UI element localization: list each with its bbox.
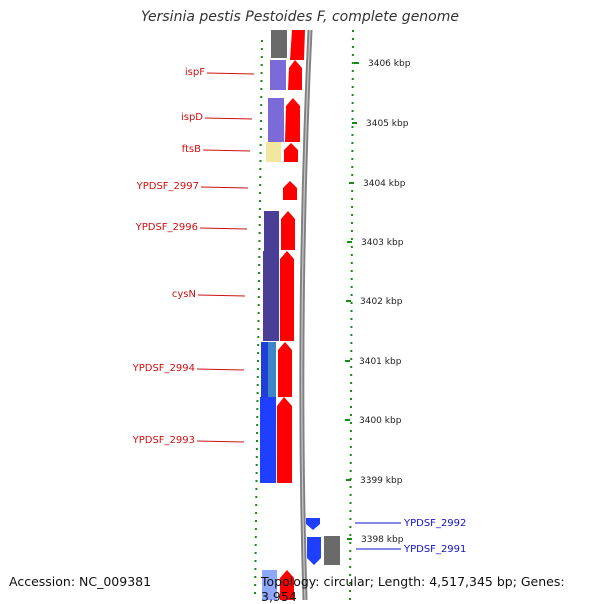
gene-block[interactable] xyxy=(263,251,279,341)
cds-arrow[interactable] xyxy=(288,60,302,90)
gene-label[interactable]: YPDSF_2994 xyxy=(132,363,195,374)
kbp-scale: 3406 kbp 3405 kbp 3404 kbp 3403 kbp 3402 kbp… xyxy=(345,59,411,545)
plus-strand-track xyxy=(306,518,340,565)
gene-block[interactable] xyxy=(266,142,281,162)
gene-leader-line xyxy=(196,440,245,443)
gene-label[interactable]: cysN xyxy=(172,289,196,300)
gene-leader-line xyxy=(197,294,246,297)
scale-tick-ring xyxy=(349,29,354,600)
cds-arrow[interactable] xyxy=(277,397,292,483)
gene-label[interactable]: YPDSF_2991 xyxy=(403,544,466,555)
scale-label: 3403 kbp xyxy=(361,238,404,248)
gene-arrow[interactable] xyxy=(307,537,321,565)
cds-arrow[interactable] xyxy=(281,211,295,250)
outer-tick-ring xyxy=(254,39,263,600)
gene-label[interactable]: ispF xyxy=(185,67,205,78)
gene-labels: ispF ispD ftsB YPDSF_2997 YPDSF_2996 cysN YPDS… xyxy=(132,67,467,555)
gene-block[interactable] xyxy=(324,536,340,565)
gene-leader-line xyxy=(202,149,251,152)
scale-label: 3405 kbp xyxy=(366,119,409,129)
cds-arrow[interactable] xyxy=(285,98,300,142)
gene-block[interactable] xyxy=(262,570,277,600)
map-title: Yersinia pestis Pestoides F, complete ge… xyxy=(141,9,459,25)
gene-block[interactable] xyxy=(268,342,276,397)
gene-block[interactable] xyxy=(261,342,269,397)
gene-leader-line xyxy=(199,227,248,230)
gene-label[interactable]: YPDSF_2997 xyxy=(136,181,199,192)
cds-arrow[interactable] xyxy=(278,342,292,397)
gene-label[interactable]: YPDSF_2992 xyxy=(403,518,466,529)
cds-arrow[interactable] xyxy=(290,30,305,60)
gene-label[interactable]: ftsB xyxy=(182,144,201,155)
gene-block[interactable] xyxy=(260,397,276,483)
minus-strand-track xyxy=(260,30,287,600)
scale-label: 3399 kbp xyxy=(360,476,403,486)
gene-block[interactable] xyxy=(270,60,286,90)
gene-leader-line xyxy=(196,368,245,371)
scale-label: 3400 kbp xyxy=(359,416,402,426)
scale-label: 3406 kbp xyxy=(368,59,411,69)
gene-block[interactable] xyxy=(271,30,287,58)
gene-label[interactable]: YPDSF_2993 xyxy=(132,435,195,446)
cds-arrow[interactable] xyxy=(283,181,297,200)
gene-arrow[interactable] xyxy=(306,518,320,530)
cds-arrow[interactable] xyxy=(280,570,294,600)
gene-leader-line xyxy=(206,72,255,75)
gene-leader-line xyxy=(204,117,253,120)
gene-label[interactable]: ispD xyxy=(181,112,203,123)
cds-arrow[interactable] xyxy=(284,143,298,162)
cds-track xyxy=(277,30,305,600)
scale-label: 3398 kbp xyxy=(361,535,404,545)
scale-label: 3401 kbp xyxy=(359,357,402,367)
cds-arrow[interactable] xyxy=(280,251,294,341)
gene-block[interactable] xyxy=(268,98,284,142)
gene-label[interactable]: YPDSF_2996 xyxy=(135,222,198,233)
gene-block[interactable] xyxy=(264,211,279,251)
gene-leader-line xyxy=(200,186,249,189)
scale-label: 3404 kbp xyxy=(363,179,406,189)
accession-text: Accession: NC_009381 xyxy=(9,574,152,589)
scale-label: 3402 kbp xyxy=(360,297,403,307)
